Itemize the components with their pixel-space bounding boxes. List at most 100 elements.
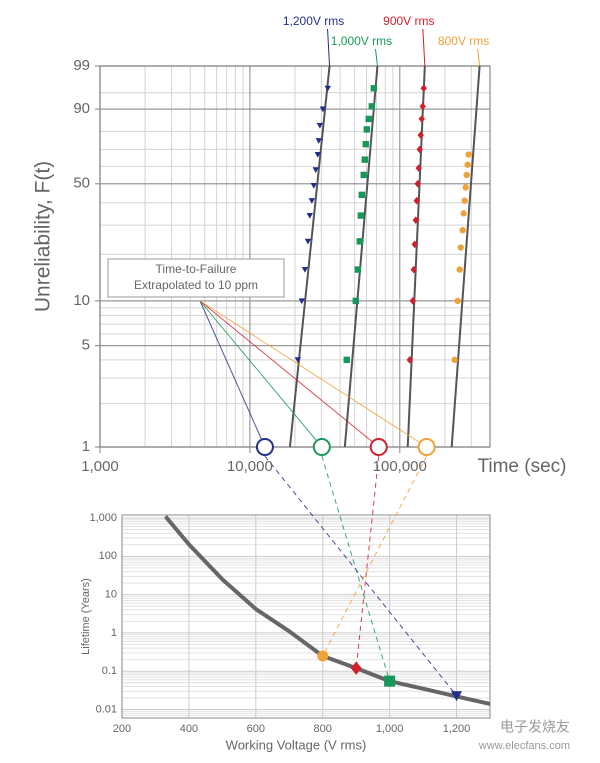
marker — [319, 106, 327, 113]
marker — [365, 115, 372, 123]
marker — [370, 85, 377, 92]
marker — [368, 103, 376, 110]
marker — [417, 131, 424, 140]
marker — [301, 267, 309, 273]
x-axis-label: Working Voltage (V rms) — [226, 737, 367, 752]
watermark-url: www.elecfans.com — [478, 740, 570, 752]
x-tick-label: 800 — [314, 723, 332, 735]
series-label: 900V rms — [383, 14, 434, 28]
marker — [462, 184, 469, 191]
y-tick-label: 1 — [82, 438, 90, 455]
marker — [451, 691, 463, 702]
extrapolation-line — [199, 300, 323, 448]
marker — [360, 171, 367, 179]
x-tick-label: 1,200 — [443, 723, 471, 735]
marker — [363, 126, 371, 133]
label-leader — [422, 28, 426, 67]
marker — [306, 213, 313, 219]
connector — [264, 455, 457, 696]
x-tick-label: 1,000 — [376, 723, 404, 735]
x-axis-label: Time (sec) — [477, 456, 566, 477]
marker — [418, 115, 425, 123]
marker — [406, 356, 413, 364]
marker — [459, 226, 466, 234]
series-label: 1,200V rms — [283, 14, 344, 28]
marker — [409, 297, 416, 305]
y-tick-label: 0.01 — [96, 703, 117, 715]
marker — [454, 297, 461, 305]
marker — [416, 145, 423, 154]
plot-frame — [99, 65, 491, 448]
connector — [321, 455, 391, 682]
marker — [314, 151, 322, 158]
marker — [312, 167, 319, 173]
marker — [461, 197, 468, 204]
label-leader — [477, 48, 481, 67]
y-tick-label: 5 — [82, 337, 90, 354]
marker — [411, 240, 418, 249]
marker — [451, 356, 458, 364]
marker — [415, 164, 422, 172]
watermark: 电子发烧友 — [500, 719, 570, 735]
marker — [324, 85, 331, 92]
y-tick-label: 1,000 — [89, 512, 117, 524]
marker — [457, 244, 464, 251]
marker — [362, 141, 369, 148]
marker — [464, 161, 471, 168]
x-tick-label: 100,000 — [373, 458, 427, 475]
marker — [354, 266, 362, 273]
marker — [414, 179, 421, 188]
marker — [350, 661, 362, 675]
annotation-box — [107, 258, 285, 298]
y-tick-label: 1 — [111, 627, 117, 639]
y-tick-label: 10 — [73, 292, 90, 309]
marker — [304, 238, 312, 245]
marker — [356, 238, 363, 245]
plot-frame — [121, 514, 491, 719]
extrapolated-point — [255, 438, 274, 456]
fit-line — [450, 65, 481, 448]
marker — [298, 298, 305, 305]
marker — [361, 156, 368, 163]
marker — [343, 356, 350, 364]
label-leader — [374, 48, 378, 67]
annotation-text: Time-to-Failure — [156, 262, 237, 276]
marker — [352, 297, 360, 305]
marker — [315, 138, 322, 144]
marker — [310, 182, 318, 189]
marker — [465, 151, 472, 158]
y-tick-label: 100 — [99, 550, 117, 562]
y-axis-label: Unreliability, F(t) — [32, 161, 55, 312]
marker — [410, 265, 417, 274]
fit-line — [288, 65, 331, 448]
x-tick-label: 10,000 — [227, 458, 273, 475]
x-tick-label: 400 — [180, 723, 198, 735]
marker — [456, 266, 463, 273]
x-tick-label: 200 — [113, 723, 131, 735]
text-layer: 1,000 10,000 100,000 1 5 10 50 90 99 Time (sec) Un… — [32, 14, 567, 752]
marker — [420, 84, 427, 93]
marker — [463, 171, 470, 179]
y-tick-label: 50 — [73, 175, 90, 192]
connector — [322, 455, 428, 657]
marker — [357, 212, 365, 219]
marker — [413, 196, 420, 205]
marker — [412, 216, 419, 225]
extrapolation-line — [199, 300, 427, 448]
fit-line — [343, 65, 379, 448]
marker — [316, 122, 324, 129]
extrapolated-point — [369, 438, 388, 456]
y-axis-label: Lifetime (Years) — [80, 578, 92, 655]
y-tick-label: 10 — [105, 589, 117, 601]
marker — [308, 198, 316, 204]
y-tick-label: 99 — [73, 57, 90, 74]
marker — [358, 191, 365, 199]
y-tick-label: 90 — [73, 100, 90, 117]
series-label: 1,000V rms — [331, 34, 392, 48]
extrapolation-line — [199, 300, 380, 448]
marker — [419, 102, 426, 111]
x-tick-label: 1,000 — [81, 458, 119, 475]
marks-layer — [163, 28, 491, 706]
marker — [294, 357, 302, 364]
